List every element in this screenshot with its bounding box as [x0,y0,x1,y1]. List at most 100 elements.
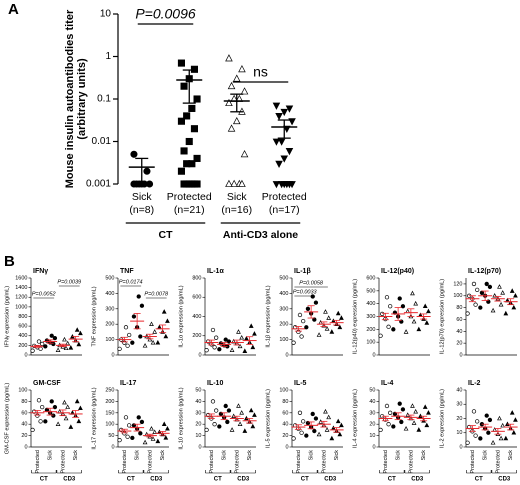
data-point [484,281,489,287]
x-tick-label: Sick [132,191,153,203]
data-point [127,332,132,338]
y-axis-label: IL-1β expression (pg/mL) [265,285,271,347]
data-point [312,428,317,434]
data-point [155,438,161,444]
x-tick-label: Sick [48,450,54,461]
data-point [422,404,428,409]
x-tick-sublabel: (n=16) [221,204,252,216]
y-tick-label: 60 [282,410,288,416]
data-point [484,413,489,418]
chart-title: IL-12(p40) [381,268,414,275]
chart-title: IL-17 [120,380,136,387]
data-point [511,430,517,435]
y-tick-label: 0 [111,352,114,358]
data-point [210,327,216,333]
data-point [225,419,230,425]
y-tick-label: 40 [21,422,27,428]
y-tick-label: 20 [456,416,462,422]
x-tick-label: Protected [383,450,389,474]
x-tick-label: Protected [234,450,240,474]
data-point [248,407,254,413]
data-point [326,315,332,320]
y-tick-label: 1 [105,51,111,62]
y-tick-label: 100 [366,340,375,346]
data-point [291,340,296,345]
y-tick-label: 1600 [15,275,27,281]
data-point [324,326,330,331]
x-tick-sublabel: (n=8) [129,204,154,216]
data-point [240,87,249,95]
data-point [473,302,478,307]
data-point [285,181,294,189]
data-point [51,413,56,418]
data-point [52,336,58,341]
y-tick-label: 50 [195,387,201,393]
data-point [475,419,480,424]
data-point [30,427,35,433]
data-point [163,333,169,339]
data-point [226,408,232,413]
data-point [68,345,74,350]
data-point [74,327,80,332]
y-tick-label: 300 [105,306,114,312]
y-tick-label: 200 [366,327,375,333]
data-point [424,320,430,325]
y-tick-label: 0 [285,444,288,450]
y-tick-label: 400 [18,333,27,339]
data-point [313,416,319,421]
data-point [335,418,341,424]
data-point [324,427,330,432]
data-point [473,433,478,438]
data-point [426,410,431,415]
x-tick-label: Protected [495,450,501,474]
y-tick-label: 10 [369,433,375,439]
data-point [138,431,143,436]
data-point [388,410,393,415]
data-point [139,303,145,308]
data-point [248,323,254,328]
x-tick-label: Sick [508,450,514,461]
data-point [165,426,170,431]
data-point [123,325,129,330]
chart-title: GM-CSF [33,380,61,387]
data-point [399,419,404,425]
group-label: Anti-CD3 alone [223,229,298,241]
data-point [49,399,54,404]
data-point [193,154,201,162]
y-tick-label: 50 [108,433,114,439]
data-point [227,124,236,132]
data-point [49,333,54,338]
data-point [236,329,241,334]
y-tick-label: 80 [456,305,462,311]
x-tick-sublabel: (n=21) [174,204,205,216]
data-point [503,435,509,441]
data-point [299,430,304,435]
data-point [478,436,483,441]
data-point [416,427,422,432]
data-point [305,306,311,311]
data-point [410,290,415,296]
y-tick-label: 0 [24,352,27,358]
data-point [323,309,328,314]
data-point [509,410,515,415]
x-tick-label: Protected [296,450,302,474]
chart-title: IL-1β [294,268,311,275]
data-point [513,293,518,298]
data-point [500,422,506,428]
data-point [397,401,402,406]
data-point [136,415,141,420]
data-point [223,337,228,342]
data-point [318,319,324,325]
data-point [36,339,42,344]
group-label: CD3 [324,477,337,483]
data-point [487,417,493,423]
y-tick-label: 0 [198,352,201,358]
data-point [149,426,154,431]
data-point [55,421,61,426]
data-point [223,403,228,409]
x-tick-label: Protected [321,450,327,474]
data-point [210,399,216,404]
y-tick-label: 100 [105,337,114,343]
y-tick-label: 300 [279,306,288,312]
